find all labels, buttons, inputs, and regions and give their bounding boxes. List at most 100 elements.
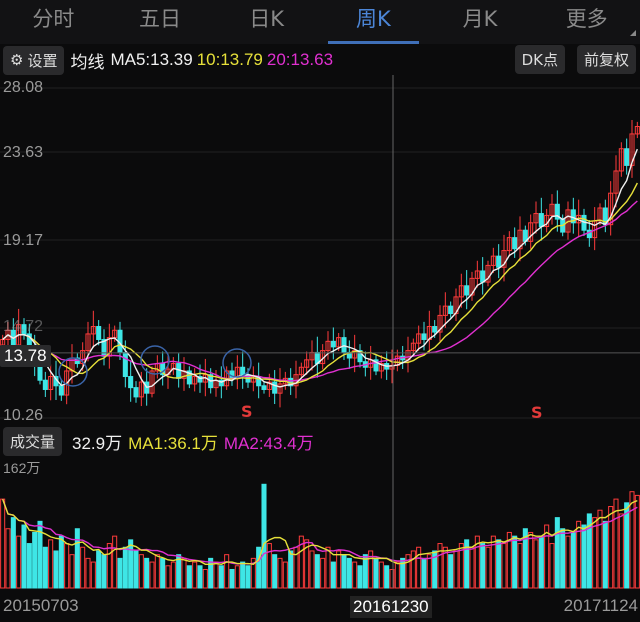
volume-bar xyxy=(186,565,192,589)
candle-body xyxy=(629,133,635,166)
candle-body xyxy=(624,148,630,166)
dk-point-button[interactable]: DK点 xyxy=(514,45,565,74)
volume-bar xyxy=(581,524,587,589)
volume-bar xyxy=(410,550,416,589)
price-axis-label: 23.63 xyxy=(3,144,44,161)
candle-body xyxy=(186,370,192,385)
volume-bar xyxy=(613,498,619,589)
candle-body xyxy=(330,340,336,348)
volume-bar xyxy=(16,535,22,589)
candle-body xyxy=(122,351,128,378)
volume-bar xyxy=(416,546,422,589)
volume-bar xyxy=(405,554,411,589)
volume-ma1: MA1:36.1万 xyxy=(128,434,218,453)
volume-bar xyxy=(53,550,59,589)
candle-body xyxy=(48,376,54,390)
volume-bar xyxy=(544,524,550,589)
candle-body xyxy=(634,126,640,135)
volume-bar xyxy=(608,506,614,589)
candle-body xyxy=(304,359,310,368)
volume-bar xyxy=(517,543,523,589)
volume-bar xyxy=(618,513,624,589)
volume-bar xyxy=(42,546,48,589)
volume-bar xyxy=(549,543,555,589)
volume-bar xyxy=(0,498,6,589)
candle-body xyxy=(138,381,144,398)
candle-body xyxy=(133,387,139,398)
candle-body xyxy=(554,203,560,220)
price-axis-label: 10.26 xyxy=(3,407,44,424)
gear-icon: ⚙ xyxy=(10,51,24,69)
volume-bar xyxy=(5,528,11,589)
ma5-value: MA5:13.39 xyxy=(110,50,193,69)
volume-bar xyxy=(101,554,107,589)
volume-bar xyxy=(501,543,507,589)
volume-bar xyxy=(69,554,75,589)
volume-bar xyxy=(528,531,534,589)
volume-bar xyxy=(208,557,214,589)
volume-bar xyxy=(314,554,320,589)
volume-bar xyxy=(170,561,176,589)
date-end: 20171124 xyxy=(563,596,638,615)
volume-bar xyxy=(224,554,230,589)
candle-body xyxy=(538,213,544,228)
volume-bar xyxy=(426,554,432,589)
candle-body xyxy=(608,192,614,226)
candle-body xyxy=(21,324,27,335)
volume-bar xyxy=(192,561,198,589)
volume-bar xyxy=(176,554,182,589)
tab-more[interactable]: 更多 xyxy=(533,0,640,44)
volume-bar xyxy=(218,565,224,589)
volume-bar xyxy=(629,491,635,589)
volume-bar xyxy=(144,557,150,589)
volume-bar xyxy=(336,550,342,589)
volume-bar xyxy=(181,557,187,589)
volume-bar xyxy=(133,550,139,589)
ma-header: ⚙ 设置 均线 MA5:13.39 10:13.79 20:13.63 DK点 … xyxy=(0,45,640,75)
volume-bar xyxy=(538,535,544,589)
candle-body xyxy=(474,270,480,279)
volume-bar xyxy=(357,565,363,589)
forward-adjust-button[interactable]: 前复权 xyxy=(576,45,636,74)
candle-body xyxy=(512,237,518,250)
volume-bar xyxy=(277,557,283,589)
candle-body xyxy=(96,326,102,340)
candle-body xyxy=(549,203,555,216)
signal-circle-icon xyxy=(58,357,88,387)
candle-body xyxy=(373,359,379,372)
volume-bar xyxy=(378,561,384,589)
tab-daily-k[interactable]: 日K xyxy=(249,7,285,31)
candle-body xyxy=(437,314,443,333)
candle-body xyxy=(618,148,624,172)
volume-bar xyxy=(117,557,123,589)
volume-bar xyxy=(96,550,102,589)
candle-body xyxy=(277,383,283,394)
volume-bar xyxy=(576,520,582,589)
tab-intraday[interactable]: 分时 xyxy=(32,7,75,31)
volume-bar xyxy=(389,568,395,589)
volume-button[interactable]: 成交量 xyxy=(3,427,63,456)
ma10-value: 10:13.79 xyxy=(196,50,263,69)
candle-body xyxy=(469,277,475,296)
volume-bar xyxy=(421,557,427,589)
volume-bar xyxy=(458,543,464,589)
ma20-value: 20:13.63 xyxy=(266,50,334,69)
volume-axis-max: 162万 xyxy=(3,460,41,476)
candle-body xyxy=(570,209,576,224)
tab-monthly-k[interactable]: 月K xyxy=(462,7,498,31)
volume-bar xyxy=(197,565,203,589)
candle-body xyxy=(442,305,448,316)
tab-five-day[interactable]: 五日 xyxy=(139,7,181,31)
candle-body xyxy=(421,333,427,340)
candle-body xyxy=(42,379,48,390)
tab-weekly-k[interactable]: 周K xyxy=(320,0,427,44)
volume-bar xyxy=(32,531,38,589)
volume-bar xyxy=(602,520,608,589)
date-start: 20150703 xyxy=(3,596,79,615)
candle-body xyxy=(266,381,272,390)
period-tabs: 分时 五日 日K 周K 月K 更多 xyxy=(0,0,640,44)
settings-button[interactable]: ⚙ 设置 xyxy=(3,45,65,75)
sell-signal: S xyxy=(241,402,253,421)
volume-bar xyxy=(533,539,539,589)
